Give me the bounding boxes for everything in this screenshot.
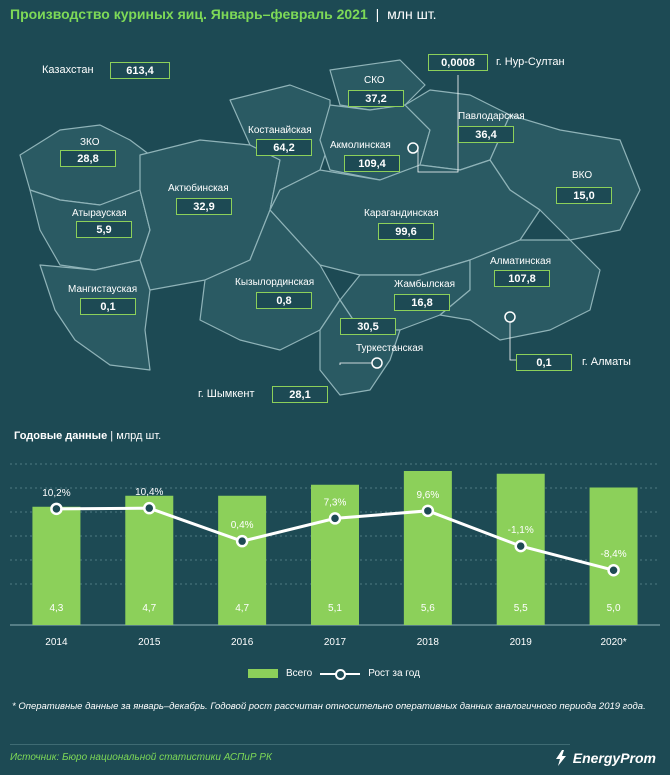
title-main: Производство куриных яиц. Январь–февраль… xyxy=(10,6,368,22)
region-value-pavlodar: 36,4 xyxy=(458,126,514,143)
x-tick-label: 2015 xyxy=(138,637,161,648)
region-value-atyrau: 5,9 xyxy=(76,221,132,238)
x-tick-label: 2014 xyxy=(45,637,68,648)
region-value-zko: 28,8 xyxy=(60,150,116,167)
page-title: Производство куриных яиц. Январь–февраль… xyxy=(10,6,437,22)
bar-2015 xyxy=(125,495,174,625)
growth-point xyxy=(50,502,63,516)
footnote: * Оперативные данные за январь–декабрь. … xyxy=(12,701,646,712)
region-label-akmola: Акмолинская xyxy=(330,140,391,151)
region-label-aktobe: Актюбинская xyxy=(168,183,229,194)
bar-value-label: 5,1 xyxy=(328,603,342,614)
x-tick-label: 2016 xyxy=(231,637,254,648)
region-label-kostanay: Костанайская xyxy=(248,125,312,136)
city-value-almaty: 0,1 xyxy=(516,354,572,371)
x-tick-label: 2017 xyxy=(324,637,347,648)
bar-value-label: 4,3 xyxy=(49,603,63,614)
region-value-almaty: 107,8 xyxy=(494,270,550,287)
growth-value-label: -8,4% xyxy=(601,549,627,560)
bar-2016 xyxy=(218,495,267,625)
lightning-icon xyxy=(555,750,566,766)
region-label-atyrau: Атырауская xyxy=(72,208,127,219)
region-value-aktobe: 32,9 xyxy=(176,198,232,215)
annual-unit: млрд шт. xyxy=(116,430,162,442)
bar-value-label: 4,7 xyxy=(235,603,249,614)
source-bar: Источник: Бюро национальной статистики А… xyxy=(0,742,670,775)
region-value-turkestan: 30,5 xyxy=(340,318,396,335)
brand-logo: EnergyProm xyxy=(553,750,656,766)
bar-value-label: 4,7 xyxy=(142,603,156,614)
x-tick-label: 2020* xyxy=(601,637,627,648)
growth-point xyxy=(514,539,527,553)
growth-point xyxy=(143,501,156,515)
growth-point xyxy=(421,504,435,518)
bar-2017 xyxy=(311,484,359,625)
growth-value-label: 7,3% xyxy=(324,497,347,508)
region-value-karaganda: 99,6 xyxy=(378,223,434,240)
total-value: 613,4 xyxy=(110,62,170,79)
bar-value-label: 5,5 xyxy=(514,603,528,614)
region-value-akmola: 109,4 xyxy=(344,155,400,172)
growth-value-label: 9,6% xyxy=(416,490,439,501)
region-value-sko: 37,2 xyxy=(348,90,404,107)
region-label-zko: ЗКО xyxy=(80,137,100,148)
region-value-vko: 15,0 xyxy=(556,187,612,204)
growth-point xyxy=(328,512,342,525)
growth-point xyxy=(235,534,249,548)
city-label-almaty: г. Алматы xyxy=(582,356,631,368)
region-label-kyzylorda: Кызылординская xyxy=(235,277,315,288)
bar-value-label: 5,6 xyxy=(421,603,435,614)
source-divider xyxy=(10,744,570,745)
bar-2018 xyxy=(403,471,452,625)
region-value-mangistau: 0,1 xyxy=(80,298,136,315)
bar-value-label: 5,0 xyxy=(607,603,621,614)
city-value-nursultan: 0,0008 xyxy=(428,54,488,71)
legend-line-swatch xyxy=(320,668,361,680)
region-label-karaganda: Карагандинская xyxy=(364,208,439,219)
total-label: Казахстан xyxy=(42,64,94,76)
region-label-sko: СКО xyxy=(364,75,385,86)
region-label-mangistau: Мангистауская xyxy=(68,284,138,295)
region-label-pavlodar: Павлодарская xyxy=(458,111,525,122)
region-label-zhambyl: Жамбылская xyxy=(394,279,455,290)
annual-separator: | xyxy=(110,430,117,442)
source-text: Источник: Бюро национальной статистики А… xyxy=(10,752,272,763)
legend-bar-swatch xyxy=(248,669,278,678)
annual-title: Годовые данные xyxy=(14,430,108,442)
bar-2020* xyxy=(589,487,638,625)
shymkent-leader-line xyxy=(339,362,372,365)
chart-legend: Всего Рост за год xyxy=(248,668,420,680)
city-label-nursultan: г. Нур-Султан xyxy=(496,56,565,68)
growth-point xyxy=(607,563,620,577)
map-region-almaty xyxy=(439,239,601,341)
region-value-kyzylorda: 0,8 xyxy=(256,292,312,309)
nursultan-leader-line xyxy=(417,75,459,173)
map-region-mangistau xyxy=(39,259,151,371)
region-label-almaty: Алматинская xyxy=(490,256,551,267)
growth-value-label: 0,4% xyxy=(231,520,254,531)
city-value-shymkent: 28,1 xyxy=(272,386,328,403)
region-value-zhambyl: 16,8 xyxy=(394,294,450,311)
region-label-turkestan: Туркестанская xyxy=(356,343,424,354)
title-separator: | xyxy=(375,6,380,22)
growth-value-label: 10,4% xyxy=(135,487,163,498)
city-label-shymkent: г. Шымкент xyxy=(198,388,255,400)
x-tick-label: 2018 xyxy=(417,637,440,648)
growth-value-label: -1,1% xyxy=(508,525,534,536)
bar-2014 xyxy=(32,506,81,625)
almaty-leader-line xyxy=(509,322,517,361)
region-label-vko: ВКО xyxy=(572,170,593,181)
region-value-kostanay: 64,2 xyxy=(256,139,312,156)
annual-section-title: Годовые данные | млрд шт. xyxy=(14,430,161,442)
x-tick-label: 2019 xyxy=(510,637,533,648)
brand-name: EnergyProm xyxy=(572,750,656,766)
legend-line-label: Рост за год xyxy=(368,668,420,679)
legend-bar-label: Всего xyxy=(286,668,313,679)
title-unit: млн шт. xyxy=(387,6,437,22)
annual-chart: 4,3 2014 4,7 2015 4,7 2016 5,1 2017 5,6 2018 5,5 20… xyxy=(10,463,660,648)
map-region-karaganda xyxy=(269,159,541,276)
growth-value-label: 10,2% xyxy=(42,488,70,499)
